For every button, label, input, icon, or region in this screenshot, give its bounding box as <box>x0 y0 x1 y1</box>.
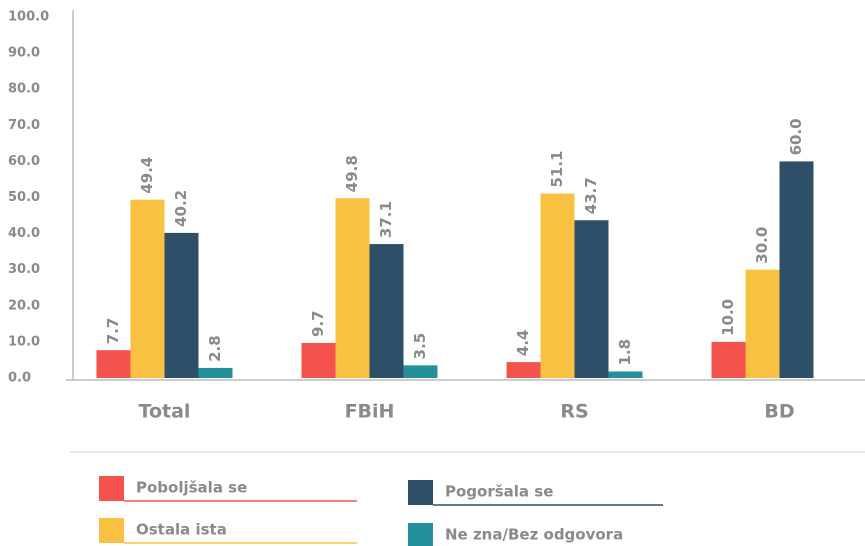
legend-swatch <box>99 518 124 543</box>
y-tick-label: 80.0 <box>8 82 40 97</box>
legend-label: Poboljšala se <box>136 479 247 497</box>
x-tick-label: Total <box>139 401 191 423</box>
bar <box>745 269 780 378</box>
y-tick-label: 90.0 <box>8 46 40 61</box>
legend-swatch <box>408 523 433 546</box>
y-tick-label: 50.0 <box>8 190 40 205</box>
bar <box>540 193 575 378</box>
legend-label: Ne zna/Bez odgovora <box>445 526 623 544</box>
bar <box>335 198 370 378</box>
bar <box>403 365 438 378</box>
bar <box>301 342 336 378</box>
y-tick-label: 100.0 <box>8 10 49 25</box>
legend-swatch <box>408 480 433 505</box>
legend-label: Pogoršala se <box>445 483 553 501</box>
y-tick-label: 10.0 <box>8 334 40 349</box>
y-tick-label: 70.0 <box>8 118 40 133</box>
x-tick-label: FBiH <box>345 401 395 423</box>
data-label: 1.8 <box>616 339 634 366</box>
bar <box>96 350 131 378</box>
bar <box>506 362 541 378</box>
y-tick-label: 0.0 <box>8 371 31 386</box>
data-label: 60.0 <box>787 118 805 155</box>
data-label: 2.8 <box>206 335 224 362</box>
bar <box>198 367 233 378</box>
bar <box>608 371 643 378</box>
data-label: 4.4 <box>514 330 532 357</box>
data-label: 7.7 <box>104 318 122 345</box>
bar <box>574 220 609 378</box>
y-tick-label: 20.0 <box>8 298 40 313</box>
data-label: 10.0 <box>719 299 737 336</box>
bar <box>779 161 814 378</box>
data-label: 3.5 <box>411 333 429 360</box>
data-label: 37.1 <box>377 201 395 238</box>
bar <box>164 232 199 378</box>
bar <box>369 244 404 378</box>
data-label: 40.2 <box>172 190 190 227</box>
data-label: 9.7 <box>309 310 327 337</box>
x-tick-label: RS <box>560 401 588 423</box>
legend-label: Ostala ista <box>136 521 227 539</box>
y-tick-label: 60.0 <box>8 154 40 169</box>
data-label: 51.1 <box>548 151 566 188</box>
data-label: 30.0 <box>753 227 771 264</box>
x-tick-label: BD <box>764 401 794 423</box>
data-label: 49.4 <box>138 157 156 194</box>
data-label: 49.8 <box>343 155 361 192</box>
bar <box>711 341 746 378</box>
data-label: 43.7 <box>582 177 600 214</box>
legend-swatch <box>99 476 124 501</box>
y-tick-label: 30.0 <box>8 262 40 277</box>
bar <box>130 199 165 378</box>
y-tick-label: 40.0 <box>8 226 40 241</box>
